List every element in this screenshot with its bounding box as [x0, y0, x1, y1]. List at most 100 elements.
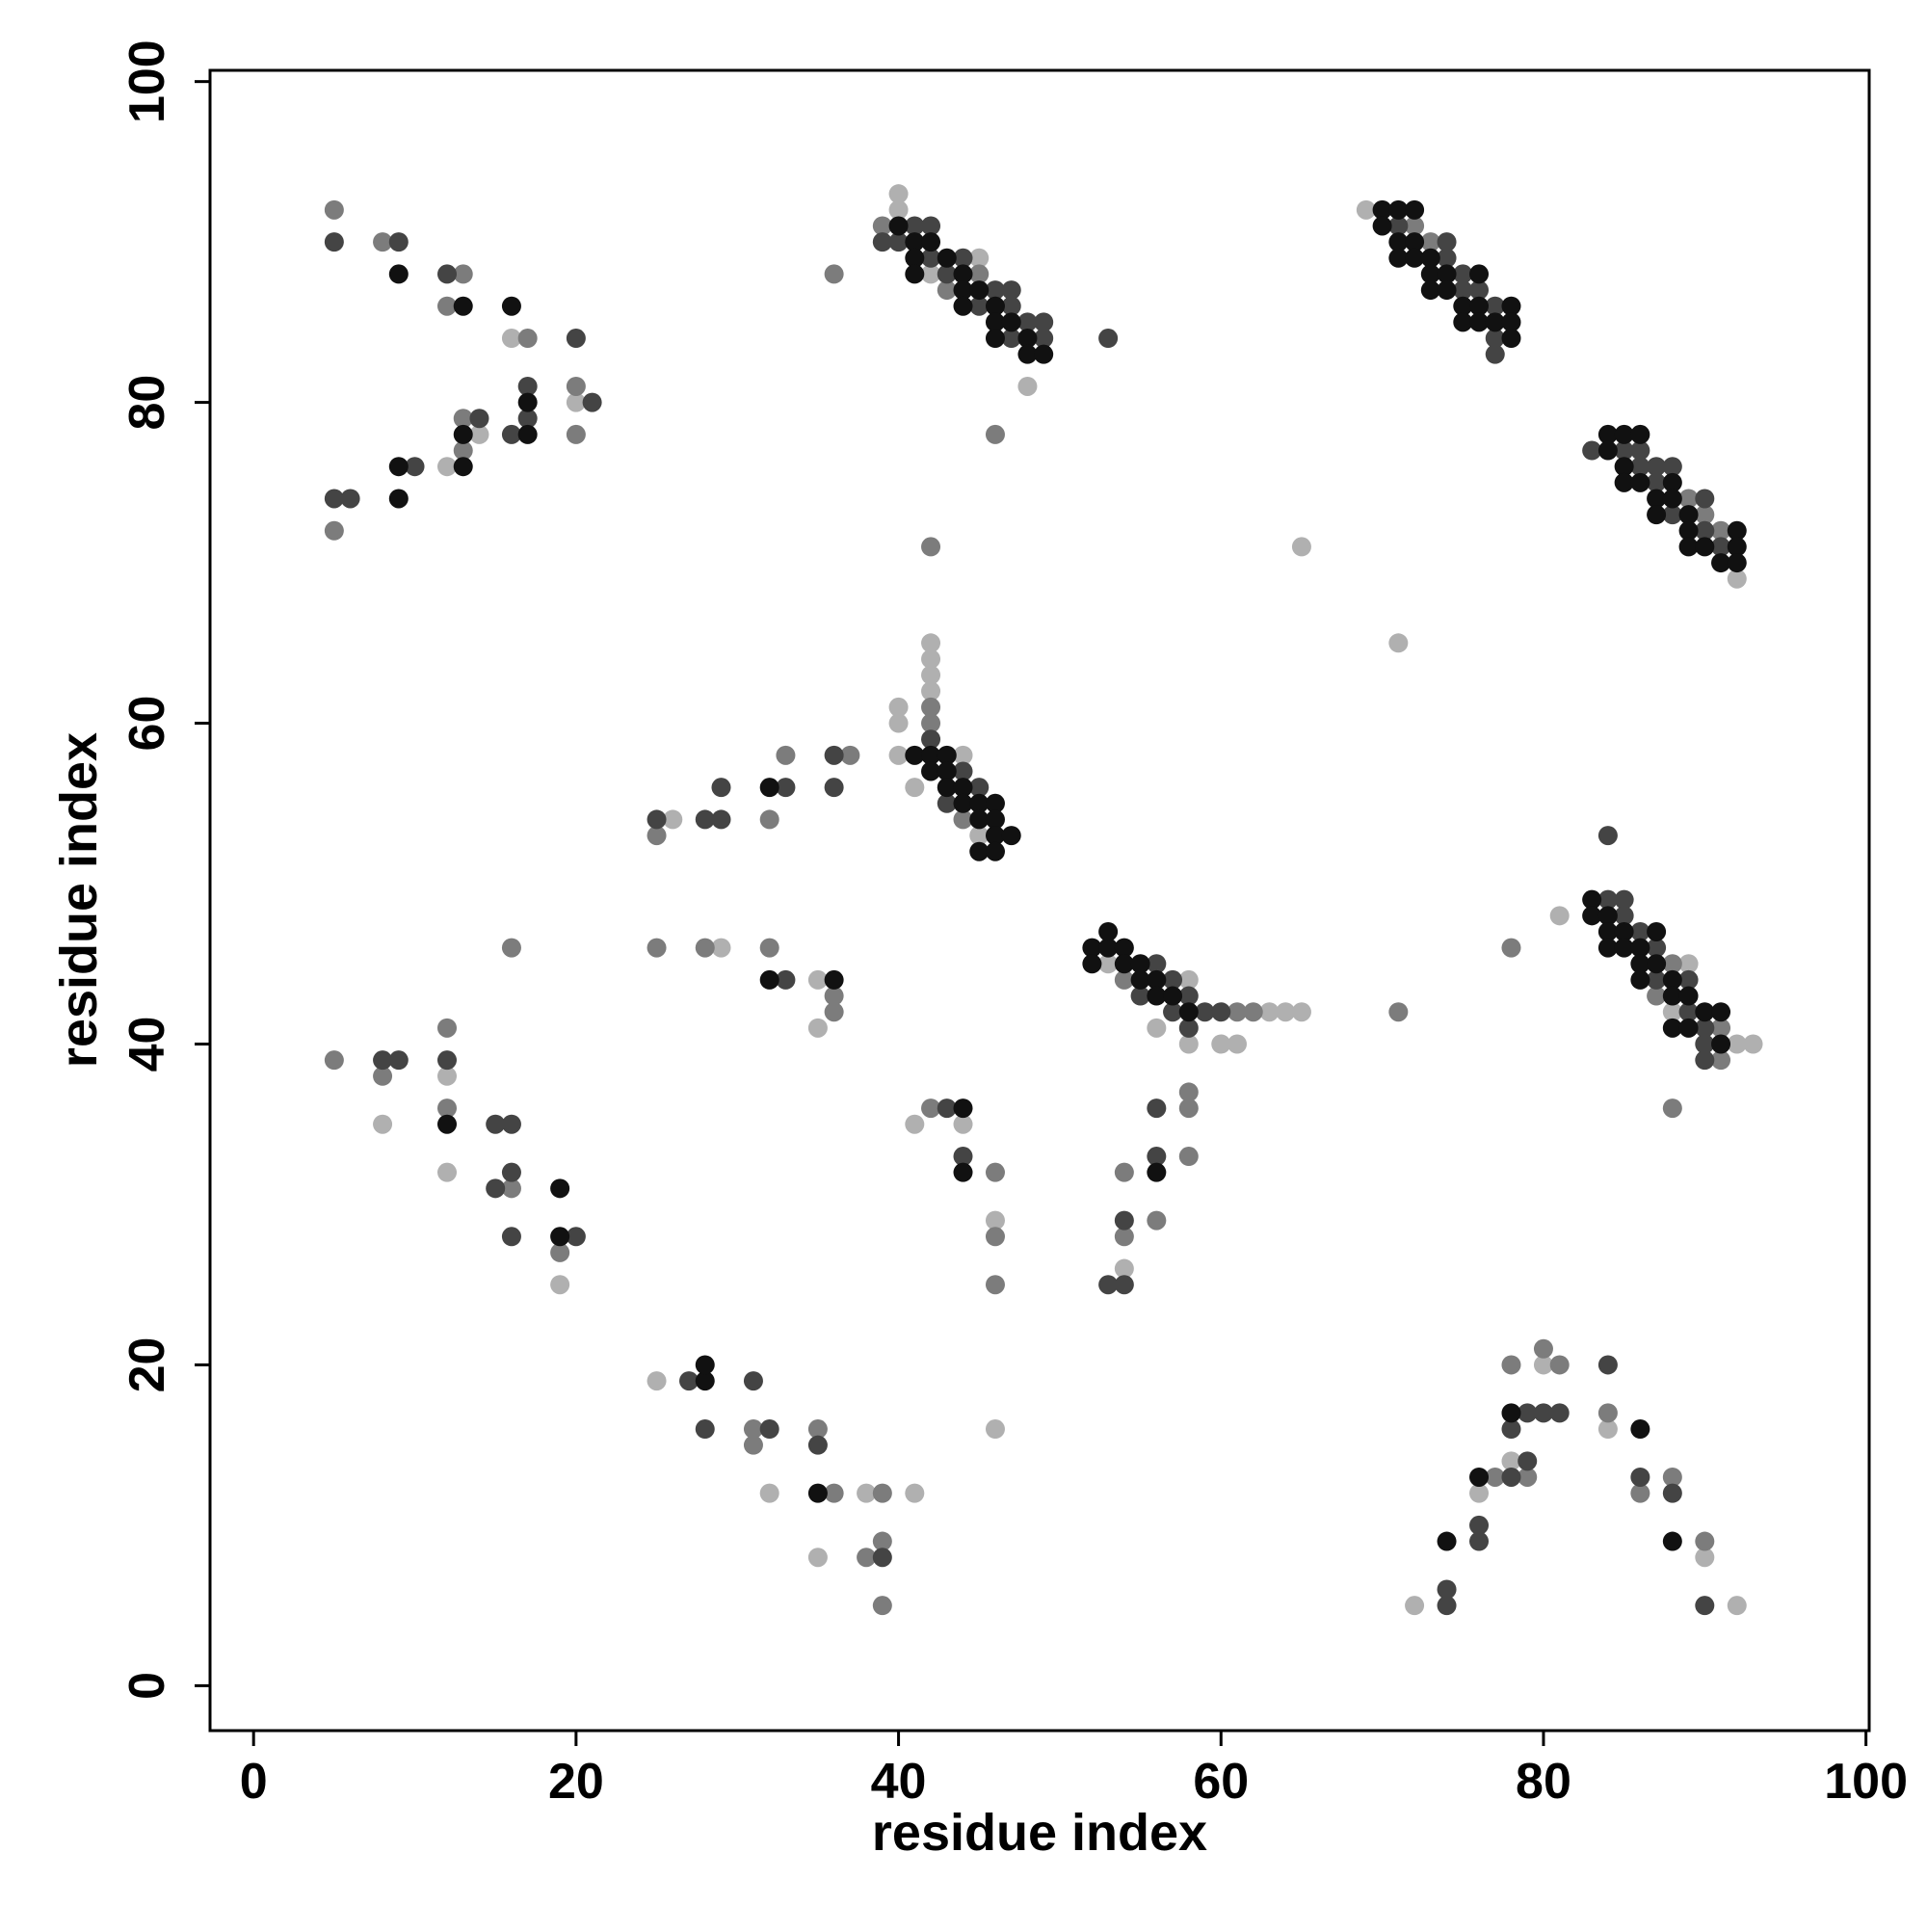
point [888, 216, 909, 236]
point [759, 1483, 779, 1503]
y-tick-label: 100 [119, 40, 175, 123]
point [517, 392, 538, 412]
point [437, 1162, 457, 1182]
point [1597, 1419, 1618, 1440]
plot-frame [208, 68, 1871, 1733]
point [921, 232, 941, 252]
y-tick-label: 0 [119, 1672, 175, 1700]
point [550, 1275, 570, 1295]
point [517, 376, 538, 396]
point [1614, 921, 1634, 941]
point [1147, 1018, 1167, 1038]
point [1711, 1050, 1731, 1071]
point [453, 264, 473, 284]
point [1098, 938, 1119, 958]
point [469, 409, 489, 429]
point [373, 1066, 393, 1086]
point [647, 826, 667, 846]
point [1098, 954, 1119, 974]
point [695, 938, 715, 958]
point [953, 809, 973, 830]
point [711, 938, 731, 958]
point [1727, 1596, 1747, 1616]
point [517, 424, 538, 444]
point [1420, 264, 1440, 284]
point [1485, 344, 1505, 364]
point [1678, 520, 1699, 541]
point [985, 1227, 1005, 1247]
point [1695, 1002, 1715, 1022]
point [1034, 329, 1054, 349]
point [1163, 986, 1183, 1006]
point [340, 489, 360, 509]
point [807, 1483, 828, 1503]
point [921, 248, 941, 268]
point [921, 537, 941, 557]
point [953, 1098, 973, 1119]
point [1582, 906, 1602, 926]
x-tick-label: 40 [871, 1754, 927, 1810]
point [1114, 1210, 1134, 1231]
point [1291, 537, 1311, 557]
point [1695, 1050, 1715, 1071]
point [1405, 216, 1425, 236]
point [1372, 216, 1392, 236]
point [1114, 1275, 1134, 1295]
point [888, 184, 909, 204]
point [1518, 1467, 1538, 1487]
point [1034, 312, 1054, 332]
x-axis-title: residue index [872, 1804, 1207, 1862]
point [1388, 199, 1409, 220]
point [1549, 1355, 1570, 1375]
point [1597, 921, 1618, 941]
point [324, 520, 344, 541]
point [647, 809, 667, 830]
point [501, 424, 521, 444]
point [566, 1227, 586, 1247]
point [1001, 826, 1021, 846]
point [1211, 1002, 1231, 1022]
point [969, 809, 990, 830]
point [1178, 1147, 1199, 1167]
point [566, 392, 586, 412]
point [1711, 1018, 1731, 1038]
point [1549, 906, 1570, 926]
point [1711, 1002, 1731, 1022]
point [1678, 505, 1699, 525]
point [969, 793, 990, 813]
point [953, 1114, 973, 1134]
point [1501, 1419, 1521, 1440]
point [1614, 906, 1634, 926]
point [937, 745, 957, 765]
point [921, 1098, 941, 1119]
point [953, 248, 973, 268]
point [872, 1483, 892, 1503]
point [486, 1178, 506, 1199]
point [1647, 489, 1667, 509]
point [1147, 986, 1167, 1006]
point [985, 1210, 1005, 1231]
point [469, 424, 489, 444]
point [1630, 457, 1650, 477]
point [1501, 938, 1521, 958]
point [1178, 1002, 1199, 1022]
point [1501, 1355, 1521, 1375]
point [969, 280, 990, 301]
point [1114, 969, 1134, 990]
point [437, 296, 457, 316]
point [953, 778, 973, 798]
point [1001, 312, 1021, 332]
point [921, 216, 941, 236]
y-tick-label: 80 [119, 375, 175, 431]
point [1630, 1467, 1650, 1487]
point [1597, 889, 1618, 910]
point [1017, 376, 1038, 396]
point [1469, 1483, 1490, 1503]
point [872, 1596, 892, 1616]
point [437, 264, 457, 284]
point [437, 1098, 457, 1119]
point [1630, 1483, 1650, 1503]
point [824, 778, 844, 798]
point [1114, 1258, 1134, 1279]
point [921, 697, 941, 717]
